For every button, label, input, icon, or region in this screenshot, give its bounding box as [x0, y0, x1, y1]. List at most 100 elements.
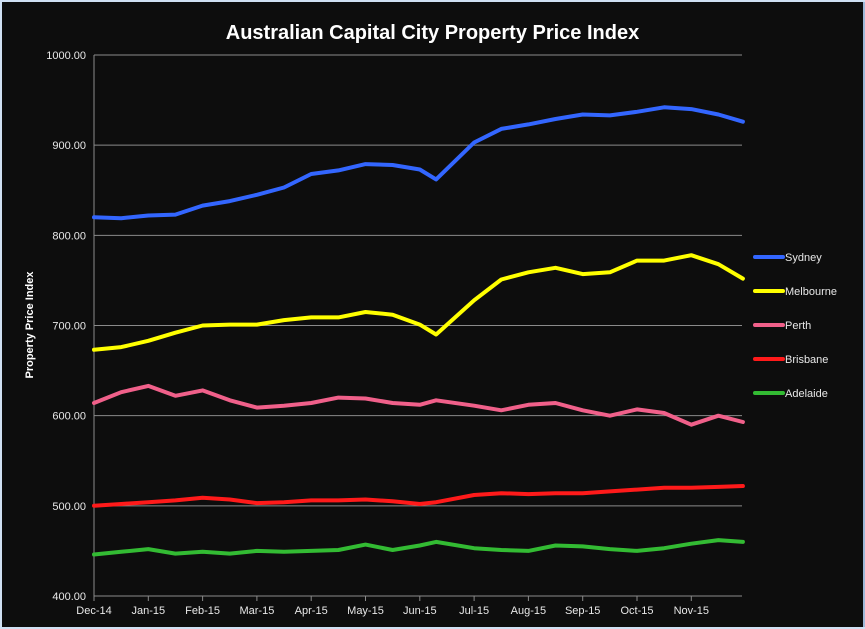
data-point-sydney [554, 117, 558, 121]
chart-title: Australian Capital City Property Price I… [225, 22, 640, 44]
data-point-sydney [173, 213, 177, 217]
data-point-brisbane [526, 492, 530, 496]
data-point-adelaide [434, 540, 438, 544]
x-tick-label: Apr-15 [295, 605, 328, 617]
data-point-adelaide [716, 538, 720, 542]
data-point-perth [391, 401, 395, 405]
data-point-perth [499, 408, 503, 412]
data-point-adelaide [689, 542, 693, 546]
data-point-melbourne [173, 331, 177, 335]
data-point-perth [434, 398, 438, 402]
data-point-adelaide [282, 550, 286, 554]
data-point-adelaide [499, 548, 503, 552]
data-point-adelaide [201, 550, 205, 554]
data-point-melbourne [608, 270, 612, 274]
data-point-sydney [201, 204, 205, 208]
data-point-melbourne [716, 262, 720, 266]
data-point-sydney [309, 172, 313, 176]
data-point-brisbane [554, 491, 558, 495]
data-point-melbourne [499, 278, 503, 282]
data-point-perth [201, 388, 205, 392]
x-tick-label: Jan-15 [131, 605, 165, 617]
data-point-sydney [255, 193, 259, 197]
data-point-brisbane [391, 499, 395, 503]
data-point-perth [228, 398, 232, 402]
data-point-brisbane [336, 498, 340, 502]
y-tick-label: 800.00 [52, 230, 86, 242]
data-point-perth [581, 408, 585, 412]
data-point-sydney [336, 168, 340, 172]
data-point-adelaide [309, 549, 313, 553]
data-point-sydney [716, 113, 720, 117]
data-point-perth [92, 401, 96, 405]
y-tick-label: 400.00 [52, 591, 86, 603]
data-point-perth [635, 407, 639, 411]
series-line-brisbane [92, 484, 745, 508]
data-point-brisbane [689, 486, 693, 490]
data-point-adelaide [608, 547, 612, 551]
x-tick-label: Aug-15 [511, 605, 546, 617]
data-point-melbourne [228, 323, 232, 327]
data-point-adelaide [92, 553, 96, 557]
data-point-brisbane [499, 491, 503, 495]
legend-label-adelaide: Adelaide [785, 388, 828, 400]
data-point-perth [282, 404, 286, 408]
data-point-perth [689, 423, 693, 427]
data-point-melbourne [309, 315, 313, 319]
data-point-perth [472, 404, 476, 408]
series-line-sydney [92, 105, 745, 221]
x-tick-label: Mar-15 [239, 605, 274, 617]
data-point-melbourne [282, 318, 286, 322]
series-line-adelaide [92, 538, 745, 557]
data-point-adelaide [526, 549, 530, 553]
data-point-adelaide [472, 546, 476, 550]
data-point-adelaide [554, 544, 558, 548]
y-tick-label: 700.00 [52, 321, 86, 333]
data-point-perth [418, 403, 422, 407]
data-point-sydney [119, 216, 123, 220]
data-point-melbourne [635, 259, 639, 263]
data-point-perth [662, 411, 666, 415]
data-point-perth [716, 414, 720, 418]
data-point-sydney [418, 168, 422, 172]
data-point-melbourne [255, 323, 259, 327]
legend-label-melbourne: Melbourne [785, 286, 837, 298]
data-point-brisbane [608, 489, 612, 493]
data-point-brisbane [282, 500, 286, 504]
data-point-melbourne [741, 277, 745, 281]
data-point-melbourne [201, 324, 205, 327]
data-point-perth [554, 401, 558, 405]
data-point-brisbane [716, 485, 720, 489]
data-point-melbourne [391, 313, 395, 317]
data-point-adelaide [173, 552, 177, 556]
data-point-melbourne [434, 333, 438, 337]
data-point-sydney [472, 140, 476, 144]
data-point-perth [119, 390, 123, 394]
data-point-sydney [364, 162, 367, 166]
data-point-brisbane [119, 502, 123, 506]
data-point-melbourne [554, 266, 558, 270]
data-point-brisbane [581, 491, 585, 495]
data-point-adelaide [228, 552, 232, 556]
data-point-melbourne [689, 253, 693, 257]
data-point-melbourne [526, 270, 530, 274]
data-point-melbourne [119, 345, 123, 349]
data-point-perth [309, 401, 313, 405]
y-tick-label: 1000.00 [46, 50, 86, 62]
data-point-melbourne [581, 272, 585, 276]
data-point-brisbane [201, 496, 205, 500]
data-point-brisbane [635, 488, 639, 492]
data-point-melbourne [336, 315, 340, 319]
data-point-adelaide [146, 547, 150, 551]
data-point-perth [146, 384, 150, 388]
data-point-sydney [228, 199, 232, 203]
data-point-sydney [92, 215, 96, 219]
data-point-brisbane [364, 498, 367, 502]
data-point-sydney [282, 186, 286, 190]
legend-label-perth: Perth [785, 320, 811, 332]
data-point-adelaide [255, 549, 259, 553]
x-tick-label: Nov-15 [674, 605, 709, 617]
data-point-adelaide [336, 548, 340, 552]
x-tick-label: May-15 [347, 605, 384, 617]
data-point-perth [255, 406, 259, 410]
